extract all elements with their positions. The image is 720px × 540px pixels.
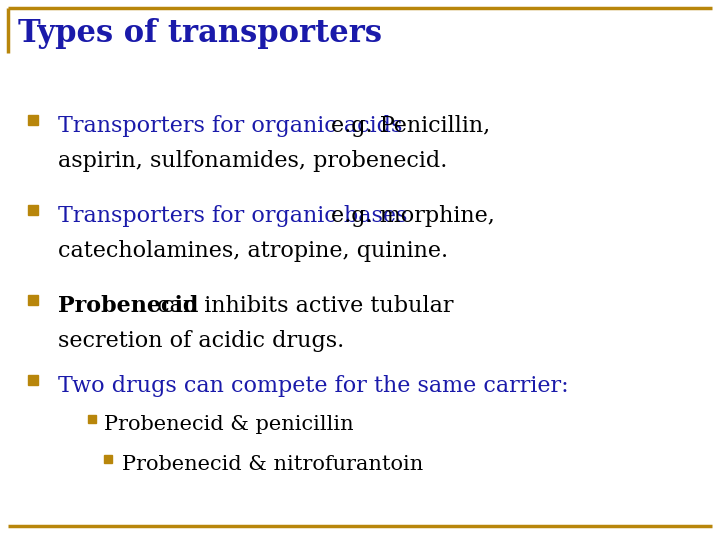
Text: secretion of acidic drugs.: secretion of acidic drugs. [58,330,344,352]
Bar [104,455,112,463]
Text: e.g. Penicillin,: e.g. Penicillin, [330,115,490,137]
Bar [28,205,38,215]
Bar [28,115,38,125]
Bar [28,375,38,385]
Text: aspirin, sulfonamides, probenecid.: aspirin, sulfonamides, probenecid. [58,150,447,172]
Text: Transporters for organic bases: Transporters for organic bases [58,205,415,227]
Text: Transporters for organic acids: Transporters for organic acids [58,115,410,137]
Text: Two drugs can compete for the same carrier:: Two drugs can compete for the same carri… [58,375,569,397]
Text: Probenecid: Probenecid [58,295,199,317]
Text: catecholamines, atropine, quinine.: catecholamines, atropine, quinine. [58,240,448,262]
Bar [28,295,38,305]
Bar [88,415,96,423]
Text: can inhibits active tubular: can inhibits active tubular [150,295,454,317]
Text: e.g. morphine,: e.g. morphine, [330,205,495,227]
Text: Types of transporters: Types of transporters [18,18,382,49]
Text: Probenecid & nitrofurantoin: Probenecid & nitrofurantoin [122,455,423,474]
Text: Probenecid & penicillin: Probenecid & penicillin [104,415,354,434]
